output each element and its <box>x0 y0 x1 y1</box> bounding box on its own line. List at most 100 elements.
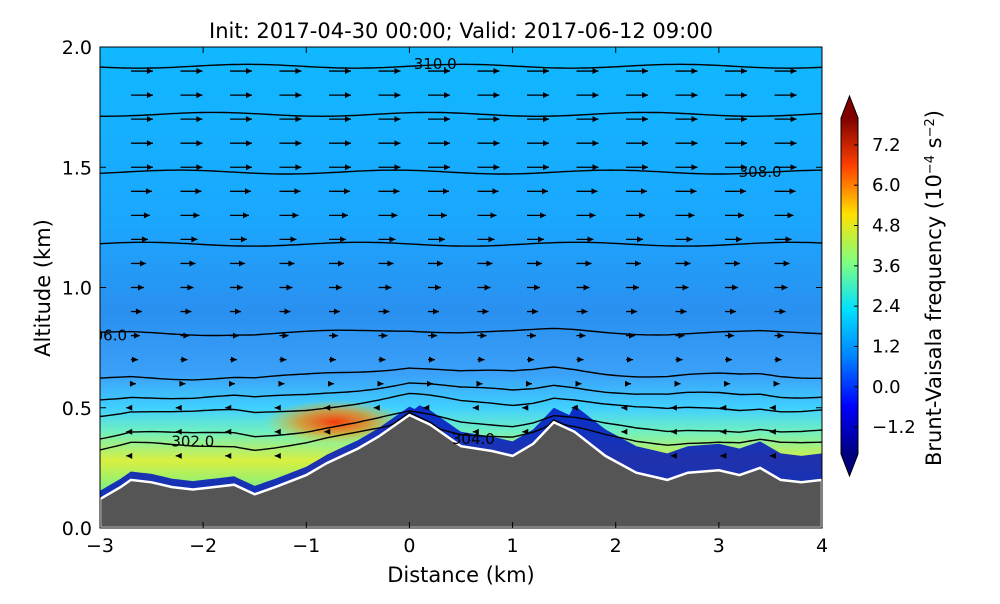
wind-arrowhead <box>534 284 541 291</box>
colorbar-label-close: ) <box>922 110 946 118</box>
wind-arrowhead <box>337 260 344 267</box>
wind-arrowhead <box>575 380 582 387</box>
wind-arrowhead <box>443 116 450 123</box>
wind-arrowhead <box>280 356 287 363</box>
wind-arrowhead <box>592 164 599 171</box>
wind-arrowhead <box>131 356 138 363</box>
wind-arrowhead <box>493 68 500 75</box>
wind-arrowhead <box>639 212 646 219</box>
wind-arrowhead <box>741 92 748 99</box>
wind-arrowhead <box>146 140 153 147</box>
wind-arrowhead <box>577 356 584 363</box>
contour-label: 06.0 <box>94 327 127 345</box>
wind-arrowhead <box>488 236 495 243</box>
wind-arrowhead <box>225 452 232 459</box>
colorbar-label-text: Brunt-Vaisala frequency (10 <box>922 174 946 466</box>
wind-arrowhead <box>736 236 743 243</box>
contour-labels: 310.0 308.0 06.0 302.0 304.0 <box>94 55 782 451</box>
wind-arrowhead <box>779 308 786 315</box>
y-tick-label: 0.5 <box>62 398 92 420</box>
wind-arrowhead <box>522 428 529 435</box>
wind-arrowhead <box>394 116 401 123</box>
wind-arrowhead <box>324 404 331 411</box>
wind-arrowhead <box>335 284 342 291</box>
wind-arrowhead <box>691 68 698 75</box>
wind-arrowhead <box>327 380 334 387</box>
wind-arrowhead <box>691 116 698 123</box>
wind-arrowhead <box>676 356 683 363</box>
wind-arrowhead <box>637 236 644 243</box>
wind-arrowhead <box>631 308 638 315</box>
y-axis: 0.0 0.5 1.0 1.5 2.0 <box>62 37 822 540</box>
contour-line <box>100 111 822 118</box>
wind-arrowhead <box>245 92 252 99</box>
wind-arrowhead <box>225 428 232 435</box>
wind-arrowhead <box>187 284 194 291</box>
x-tick-label: 0 <box>403 535 415 557</box>
wind-arrowhead <box>493 92 500 99</box>
wind-arrowhead <box>290 236 297 243</box>
colorbar-max-extension <box>841 96 858 118</box>
x-tick-label: −2 <box>189 535 217 557</box>
wind-arrowhead <box>492 188 499 195</box>
wind-arrowhead <box>589 212 596 219</box>
wind-arrowhead <box>769 452 776 459</box>
wind-arrowhead <box>295 140 302 147</box>
colorbar-tick-label: 7.2 <box>872 135 901 156</box>
wind-arrowhead <box>741 116 748 123</box>
wind-arrowhead <box>635 260 642 267</box>
wind-arrowhead <box>790 68 797 75</box>
wind-arrowhead <box>627 356 634 363</box>
wind-arrowhead <box>196 68 203 75</box>
wind-arrowhead <box>294 188 301 195</box>
wind-arrowhead <box>472 404 479 411</box>
wind-arrowhead <box>726 356 733 363</box>
wind-arrowhead <box>242 212 249 219</box>
colorbar-tick-label: 0.0 <box>872 377 901 398</box>
wind-arrowhead <box>642 164 649 171</box>
wind-arrowhead <box>389 236 396 243</box>
wind-arrowhead <box>682 284 689 291</box>
wind-arrowhead <box>741 164 748 171</box>
wind-arrowhead <box>478 356 485 363</box>
contour-line <box>100 327 822 337</box>
wind-arrowhead <box>278 380 285 387</box>
contour-line <box>100 241 822 247</box>
wind-arrowhead <box>232 332 239 339</box>
wind-arrowhead <box>196 140 203 147</box>
wind-arrowhead <box>581 308 588 315</box>
y-tick-label: 1.5 <box>62 157 92 179</box>
wind-arrowhead <box>728 332 735 339</box>
wind-arrowhead <box>790 164 797 171</box>
wind-arrowhead <box>183 332 190 339</box>
wind-arrowhead <box>493 140 500 147</box>
wind-arrowhead <box>670 428 677 435</box>
terrain-surface <box>100 413 822 528</box>
colorbar-label-exponent: −4 <box>923 155 938 174</box>
x-tick-label: 4 <box>816 535 828 557</box>
wind-arrowhead <box>493 164 500 171</box>
wind-arrowhead <box>443 92 450 99</box>
wind-arrowhead <box>443 164 450 171</box>
wind-arrowhead <box>196 164 203 171</box>
wind-arrowhead <box>686 236 693 243</box>
wind-arrowhead <box>730 308 737 315</box>
wind-arrowhead <box>381 332 388 339</box>
wind-arrowhead <box>143 212 150 219</box>
wind-arrowhead <box>720 428 727 435</box>
y-tick-label: 0.0 <box>62 518 92 540</box>
wind-arrowhead <box>480 332 487 339</box>
wind-arrowhead <box>642 140 649 147</box>
x-tick-label: 2 <box>610 535 622 557</box>
wind-arrowhead <box>690 188 697 195</box>
wind-arrowhead <box>344 92 351 99</box>
wind-arrowhead <box>522 404 529 411</box>
wind-arrowhead <box>621 404 628 411</box>
wind-arrowhead <box>587 236 594 243</box>
wind-arrowhead <box>139 260 146 267</box>
wind-arrowhead <box>126 404 133 411</box>
y-tick-label: 1.0 <box>62 278 92 300</box>
colorbar-tick-label: 4.8 <box>872 216 901 237</box>
wind-arrowhead <box>391 212 398 219</box>
